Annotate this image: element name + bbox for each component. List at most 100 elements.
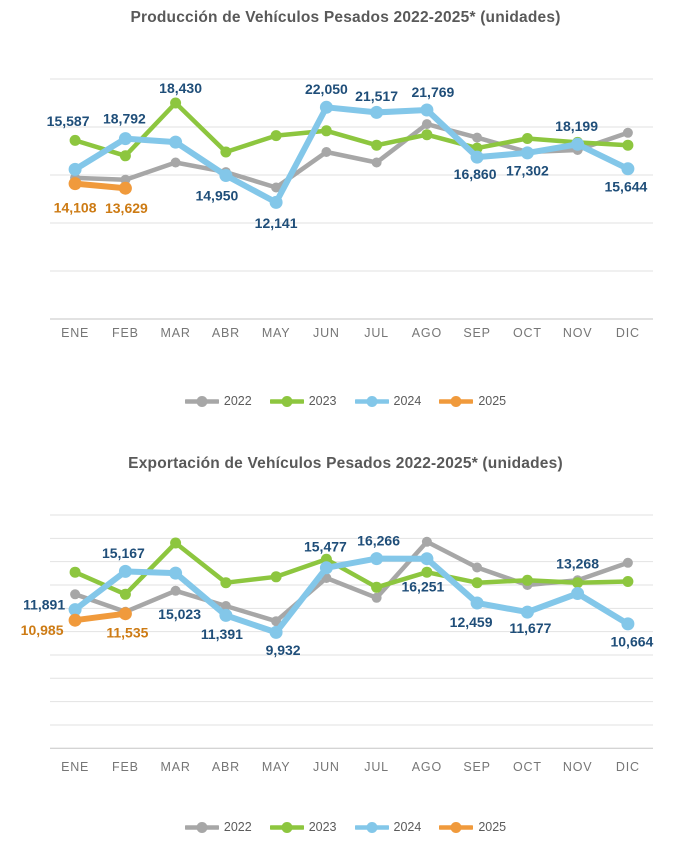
data-point-2025 bbox=[118, 607, 132, 621]
data-point-2022 bbox=[70, 589, 81, 600]
data-point-2022 bbox=[321, 147, 332, 157]
data-point-2024 bbox=[68, 603, 82, 617]
data-label-2024: 11,391 bbox=[201, 626, 243, 642]
data-point-2022 bbox=[271, 616, 282, 627]
data-point-2023 bbox=[69, 134, 81, 146]
data-point-2024 bbox=[68, 162, 82, 176]
month-label: AGO bbox=[412, 326, 442, 340]
legend-label-2022: 2022 bbox=[223, 394, 252, 408]
legend-dot bbox=[196, 395, 208, 407]
production-legend: 2022 2023 2024 2025 bbox=[0, 394, 691, 408]
legend-dot bbox=[366, 395, 377, 407]
data-point-2024 bbox=[118, 564, 132, 578]
data-point-2023 bbox=[170, 537, 182, 549]
data-point-2023 bbox=[170, 97, 182, 109]
legend-item-2022: 2022 bbox=[184, 394, 252, 408]
month-label: OCT bbox=[513, 326, 542, 340]
month-label: ENE bbox=[61, 326, 89, 340]
data-point-2024 bbox=[319, 100, 333, 114]
legend-dot bbox=[450, 821, 462, 833]
data-label-2024: 16,266 bbox=[357, 532, 400, 548]
legend-item-2024: 2024 bbox=[354, 820, 422, 834]
data-point-2024 bbox=[470, 596, 484, 610]
month-label: JUL bbox=[364, 326, 389, 340]
data-label-2024: 18,792 bbox=[103, 110, 146, 126]
legend-marker-2024 bbox=[354, 821, 389, 833]
data-point-2023 bbox=[220, 577, 232, 589]
data-label-2025: 14,108 bbox=[54, 199, 97, 215]
data-label-2024: 18,199 bbox=[555, 118, 598, 134]
data-point-2023 bbox=[421, 129, 433, 141]
month-label: MAR bbox=[161, 760, 191, 774]
data-label-2024: 15,023 bbox=[158, 606, 201, 622]
data-point-2022 bbox=[170, 585, 181, 596]
data-label-2024: 13,268 bbox=[556, 555, 599, 571]
data-point-2024 bbox=[219, 169, 233, 182]
series-line-2024 bbox=[72, 555, 631, 636]
data-point-2023 bbox=[119, 150, 131, 162]
data-point-2022 bbox=[421, 119, 432, 130]
data-point-2022 bbox=[472, 132, 483, 143]
data-point-2022 bbox=[220, 601, 231, 611]
data-point-2024 bbox=[470, 150, 484, 164]
data-point-2023 bbox=[320, 125, 332, 137]
data-label-2025: 11,535 bbox=[106, 625, 148, 641]
month-label: MAR bbox=[161, 326, 191, 340]
month-label: OCT bbox=[513, 760, 542, 774]
data-label-2024: 15,587 bbox=[47, 113, 90, 129]
legend-dot bbox=[366, 821, 377, 833]
data-point-2024 bbox=[420, 103, 434, 117]
data-label-2024: 18,430 bbox=[159, 80, 202, 96]
data-label-2024: 21,769 bbox=[411, 84, 454, 100]
data-point-2024 bbox=[169, 135, 183, 149]
month-label: JUN bbox=[313, 326, 340, 340]
legend-label-2023: 2023 bbox=[308, 820, 337, 834]
month-label: AGO bbox=[412, 760, 442, 774]
data-point-2024 bbox=[219, 608, 233, 622]
data-point-2024 bbox=[319, 561, 333, 575]
legend-marker-2025 bbox=[439, 395, 474, 407]
data-label-2024: 15,167 bbox=[102, 545, 145, 561]
data-label-2024: 12,459 bbox=[450, 614, 493, 630]
data-point-2023 bbox=[220, 146, 232, 158]
legend-marker-2023 bbox=[269, 395, 304, 407]
data-point-2024 bbox=[370, 105, 384, 119]
legend-label-2024: 2024 bbox=[393, 394, 422, 408]
month-label: JUN bbox=[313, 760, 340, 774]
legend-label-2023: 2023 bbox=[308, 394, 337, 408]
legend-item-2025: 2025 bbox=[439, 394, 506, 408]
data-point-2025 bbox=[68, 613, 82, 627]
data-point-2024 bbox=[269, 195, 283, 209]
month-label: JUL bbox=[364, 760, 389, 774]
data-label-2024: 15,477 bbox=[304, 539, 347, 555]
month-label: ABR bbox=[212, 326, 240, 340]
series-line-2025 bbox=[72, 180, 129, 192]
data-label-2025: 10,985 bbox=[21, 622, 64, 638]
data-point-2022 bbox=[271, 182, 282, 193]
data-point-2023 bbox=[572, 577, 584, 589]
month-label: SEP bbox=[463, 760, 490, 774]
data-point-2023 bbox=[371, 581, 383, 593]
data-point-2024 bbox=[571, 587, 585, 600]
data-point-2024 bbox=[118, 132, 132, 146]
month-label: MAY bbox=[262, 326, 291, 340]
data-point-2024 bbox=[621, 162, 635, 176]
month-label: FEB bbox=[112, 326, 139, 340]
data-label-2025: 13,629 bbox=[105, 200, 148, 216]
data-point-2023 bbox=[622, 576, 634, 587]
data-point-2023 bbox=[421, 566, 433, 578]
exports-legend: 2022 2023 2024 2025 bbox=[0, 820, 691, 834]
data-label-2024: 16,860 bbox=[454, 166, 497, 182]
data-label-2024: 15,644 bbox=[604, 179, 647, 195]
data-point-2022 bbox=[170, 157, 181, 168]
data-point-2023 bbox=[471, 577, 483, 589]
legend-label-2024: 2024 bbox=[393, 820, 422, 834]
data-label-2024: 16,251 bbox=[401, 579, 444, 595]
data-point-2022 bbox=[472, 562, 483, 573]
data-point-2023 bbox=[270, 571, 282, 583]
legend-label-2022: 2022 bbox=[223, 820, 252, 834]
data-label-2024: 9,932 bbox=[266, 642, 301, 658]
data-point-2024 bbox=[420, 552, 434, 566]
